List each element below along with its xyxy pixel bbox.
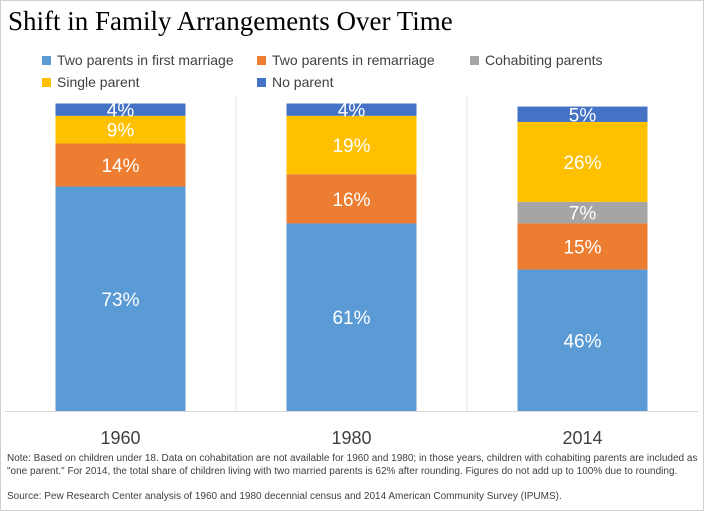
legend-swatch xyxy=(470,55,479,65)
data-label: 4% xyxy=(107,101,135,122)
legend-item-cohabiting: Cohabiting parents xyxy=(470,52,603,68)
data-label: 46% xyxy=(563,331,601,352)
bar-segment xyxy=(55,186,186,411)
legend-swatch xyxy=(257,55,266,65)
legend-item-remarriage: Two parents in remarriage xyxy=(257,52,435,68)
bar-segment xyxy=(286,103,417,116)
legend-swatch xyxy=(42,77,51,87)
data-label: 14% xyxy=(101,156,139,177)
legend-item-no-parent: No parent xyxy=(257,74,333,90)
bar-segment xyxy=(286,174,417,224)
legend-label: Two parents in remarriage xyxy=(272,52,435,68)
data-label: 61% xyxy=(332,308,370,329)
bar-segment xyxy=(517,223,648,270)
bar-segment xyxy=(55,115,186,144)
legend-swatch xyxy=(42,55,51,65)
data-label: 4% xyxy=(338,101,366,122)
legend-label: Cohabiting parents xyxy=(485,52,603,68)
bar-segment xyxy=(286,223,417,411)
data-label: 7% xyxy=(569,204,597,225)
legend-label: Two parents in first marriage xyxy=(57,52,234,68)
legend-swatch xyxy=(257,77,266,87)
bar-segment xyxy=(286,115,417,175)
legend-item-single-parent: Single parent xyxy=(42,74,140,90)
bar-segment xyxy=(55,143,186,187)
data-label: 9% xyxy=(107,121,135,142)
legend-label: Single parent xyxy=(57,74,140,90)
data-label: 19% xyxy=(332,136,370,157)
bar-segment xyxy=(517,121,648,202)
data-label: 26% xyxy=(563,153,601,174)
data-label: 5% xyxy=(569,105,597,126)
legend: Two parents in first marriage Two parent… xyxy=(0,0,704,100)
data-label: 15% xyxy=(563,237,601,258)
chart-title: Shift in Family Arrangements Over Time xyxy=(8,6,453,36)
x-tick-label: 2014 xyxy=(562,428,602,448)
bar-segment xyxy=(517,106,648,122)
chart-source: Source: Pew Research Center analysis of … xyxy=(7,491,562,502)
x-tick-label: 1980 xyxy=(331,428,371,448)
bar-segment xyxy=(517,269,648,411)
x-tick-label: 1960 xyxy=(100,428,140,448)
legend-label: No parent xyxy=(272,74,334,90)
chart-note: Note: Based on children under 18. Data o… xyxy=(7,453,698,477)
bar-segment xyxy=(517,201,648,224)
legend-item-first-marriage: Two parents in first marriage xyxy=(42,52,234,68)
data-label: 73% xyxy=(101,290,139,311)
bar-segment xyxy=(55,103,186,116)
data-label: 16% xyxy=(332,190,370,211)
